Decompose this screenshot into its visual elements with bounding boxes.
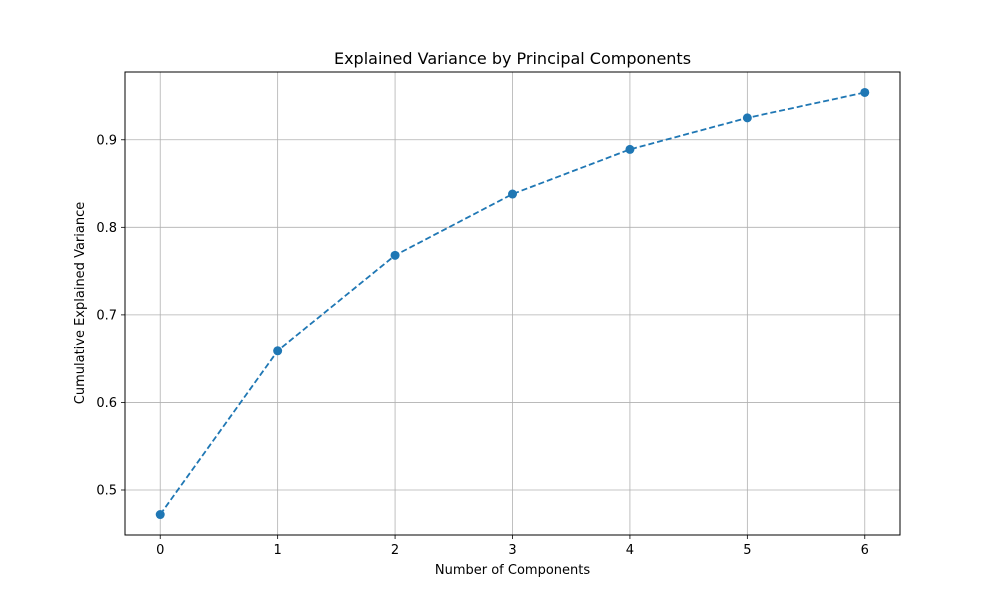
data-point	[508, 189, 517, 199]
y-tick-label: 0.6	[96, 396, 117, 411]
x-tick-label: 0	[156, 543, 164, 558]
y-tick-label: 0.9	[96, 133, 117, 148]
chart-title: Explained Variance by Principal Componen…	[334, 49, 691, 68]
x-tick-label: 2	[391, 543, 399, 558]
data-point	[742, 113, 752, 123]
x-tick-label: 1	[274, 543, 282, 558]
x-axis-title: Number of Components	[435, 563, 590, 578]
x-tick-label: 5	[743, 543, 751, 558]
axis-ticks: 0 1 2 3 4 5 6 0.5 0.6 0.7 0.8 0.9	[96, 133, 869, 558]
y-tick-label: 0.8	[96, 221, 117, 236]
data-point	[155, 510, 165, 520]
series-layer	[155, 87, 870, 520]
data-point	[625, 144, 635, 154]
data-point	[860, 87, 870, 97]
y-tick-label: 0.7	[96, 308, 117, 323]
y-tick-label: 0.5	[96, 483, 117, 498]
x-tick-label: 6	[861, 543, 869, 558]
x-tick-label: 4	[626, 543, 634, 558]
grid	[125, 72, 900, 535]
data-point	[390, 250, 400, 260]
data-point	[273, 346, 283, 356]
x-tick-label: 3	[508, 543, 516, 558]
y-axis-title: Cumulative Explained Variance	[73, 202, 88, 404]
